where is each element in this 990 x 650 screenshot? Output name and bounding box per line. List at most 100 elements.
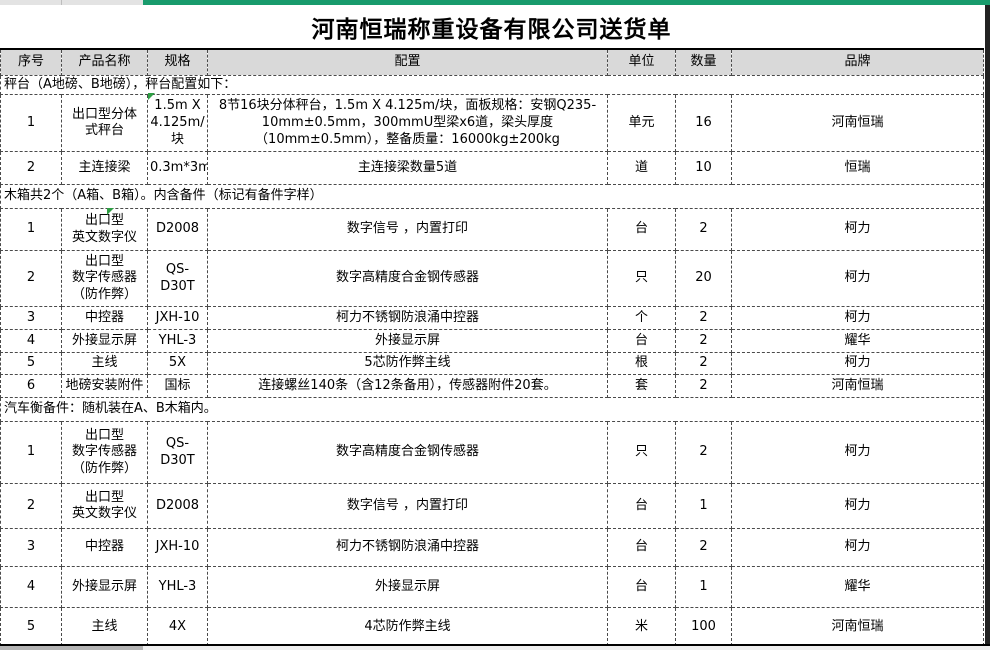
cell-config[interactable]: 数字信号 ，内置打印 bbox=[207, 483, 608, 530]
cell-brand[interactable]: 柯力 bbox=[731, 208, 984, 252]
cell-spec[interactable]: JXH-10 bbox=[147, 306, 208, 331]
cell-unit[interactable]: 台 bbox=[607, 329, 676, 354]
cell-spec[interactable]: 1.5m X 4.125m/ 块 bbox=[147, 94, 208, 153]
col-header-no[interactable]: 序号 bbox=[0, 48, 62, 76]
cell-config[interactable]: 4芯防作弊主线 bbox=[207, 607, 608, 648]
cell-product-name[interactable]: 出口型 数字传感器 （防作弊） bbox=[61, 250, 148, 308]
cell-unit[interactable]: 道 bbox=[607, 151, 676, 186]
cell-product-name[interactable]: 主连接梁 bbox=[61, 151, 148, 186]
cell-unit[interactable]: 台 bbox=[607, 528, 676, 568]
cell-product-name[interactable]: 中控器 bbox=[61, 306, 148, 331]
cell-brand[interactable]: 柯力 bbox=[731, 528, 984, 568]
cell-product-name[interactable]: 出口型分体 式秤台 bbox=[61, 94, 148, 153]
cell-no[interactable]: 3 bbox=[0, 528, 62, 568]
cell-spec[interactable]: QS-D30T bbox=[147, 421, 208, 485]
cell-spec[interactable]: YHL-3 bbox=[147, 329, 208, 354]
cell-product-name[interactable]: 外接显示屏 bbox=[61, 566, 148, 609]
cell-config[interactable]: 柯力不锈钢防浪涌中控器 bbox=[207, 528, 608, 568]
section-header-cell[interactable]: 木箱共2个（A箱、B箱）。内含备件（标记有备件字样） bbox=[0, 184, 984, 210]
cell-unit[interactable]: 只 bbox=[607, 421, 676, 485]
cell-brand[interactable]: 柯力 bbox=[731, 483, 984, 530]
cell-qty[interactable]: 10 bbox=[675, 151, 732, 186]
cell-brand[interactable]: 柯力 bbox=[731, 352, 984, 376]
cell-product-name[interactable]: 中控器 bbox=[61, 528, 148, 568]
cell-config[interactable]: 柯力不锈钢防浪涌中控器 bbox=[207, 306, 608, 331]
cell-no[interactable]: 6 bbox=[0, 374, 62, 399]
cell-no[interactable]: 2 bbox=[0, 250, 62, 308]
section-header-cell[interactable]: 汽车衡备件：随机装在A、B木箱内。 bbox=[0, 397, 984, 423]
cell-unit[interactable]: 台 bbox=[607, 483, 676, 530]
cell-qty[interactable]: 16 bbox=[675, 94, 732, 153]
cell-qty[interactable]: 1 bbox=[675, 566, 732, 609]
cell-spec[interactable]: D2008 bbox=[147, 483, 208, 530]
cell-brand[interactable]: 河南恒瑞 bbox=[731, 607, 984, 648]
col-header-qty[interactable]: 数量 bbox=[675, 48, 732, 76]
cell-unit[interactable]: 台 bbox=[607, 566, 676, 609]
cell-unit[interactable]: 根 bbox=[607, 352, 676, 376]
cell-config[interactable]: 5芯防作弊主线 bbox=[207, 352, 608, 376]
cell-spec[interactable]: QS-D30T bbox=[147, 250, 208, 308]
cell-qty[interactable]: 2 bbox=[675, 374, 732, 399]
cell-qty[interactable]: 1 bbox=[675, 483, 732, 530]
cell-config[interactable]: 外接显示屏 bbox=[207, 566, 608, 609]
cell-qty[interactable]: 2 bbox=[675, 352, 732, 376]
cell-brand[interactable]: 河南恒瑞 bbox=[731, 374, 984, 399]
cell-product-name[interactable]: 出口型 数字传感器 （防作弊） bbox=[61, 421, 148, 485]
cell-no[interactable]: 2 bbox=[0, 151, 62, 186]
cell-brand[interactable]: 柯力 bbox=[731, 250, 984, 308]
cell-unit[interactable]: 米 bbox=[607, 607, 676, 648]
cell-unit[interactable]: 台 bbox=[607, 208, 676, 252]
cell-qty[interactable]: 100 bbox=[675, 607, 732, 648]
cell-product-name[interactable]: 出口型 英文数字仪 bbox=[61, 208, 148, 252]
cell-qty[interactable]: 2 bbox=[675, 329, 732, 354]
cell-brand[interactable]: 耀华 bbox=[731, 566, 984, 609]
cell-qty[interactable]: 2 bbox=[675, 528, 732, 568]
cell-config[interactable]: 主连接梁数量5道 bbox=[207, 151, 608, 186]
cell-unit[interactable]: 单元 bbox=[607, 94, 676, 153]
cell-qty[interactable]: 2 bbox=[675, 306, 732, 331]
cell-no[interactable]: 4 bbox=[0, 566, 62, 609]
cell-no[interactable]: 5 bbox=[0, 352, 62, 376]
cell-spec[interactable]: D2008 bbox=[147, 208, 208, 252]
cell-spec[interactable]: 5X bbox=[147, 352, 208, 376]
section-header-cell[interactable]: 秤台（A地磅、B地磅），秤台配置如下： bbox=[0, 74, 984, 96]
cell-config[interactable]: 8节16块分体秤台，1.5m X 4.125m/块，面板规格：安钢Q235-10… bbox=[207, 94, 608, 153]
cell-qty[interactable]: 2 bbox=[675, 421, 732, 485]
cell-qty[interactable]: 20 bbox=[675, 250, 732, 308]
cell-spec[interactable]: 4X bbox=[147, 607, 208, 648]
col-header-config[interactable]: 配置 bbox=[207, 48, 608, 76]
cell-brand[interactable]: 柯力 bbox=[731, 421, 984, 485]
cell-no[interactable]: 1 bbox=[0, 421, 62, 485]
col-header-unit[interactable]: 单位 bbox=[607, 48, 676, 76]
cell-no[interactable]: 1 bbox=[0, 94, 62, 153]
cell-product-name[interactable]: 主线 bbox=[61, 607, 148, 648]
cell-unit[interactable]: 套 bbox=[607, 374, 676, 399]
cell-brand[interactable]: 耀华 bbox=[731, 329, 984, 354]
cell-brand[interactable]: 恒瑞 bbox=[731, 151, 984, 186]
cell-product-name[interactable]: 地磅安装附件 bbox=[61, 374, 148, 399]
cell-no[interactable]: 1 bbox=[0, 208, 62, 252]
cell-brand[interactable]: 柯力 bbox=[731, 306, 984, 331]
cell-product-name[interactable]: 出口型 英文数字仪 bbox=[61, 483, 148, 530]
cell-config[interactable]: 数字信号 ，内置打印 bbox=[207, 208, 608, 252]
cell-config[interactable]: 数字高精度合金钢传感器 bbox=[207, 250, 608, 308]
cell-no[interactable]: 4 bbox=[0, 329, 62, 354]
col-header-product-name[interactable]: 产品名称 bbox=[61, 48, 148, 76]
cell-config[interactable]: 连接螺丝140条（含12条备用），传感器附件20套。 bbox=[207, 374, 608, 399]
cell-no[interactable]: 3 bbox=[0, 306, 62, 331]
cell-unit[interactable]: 个 bbox=[607, 306, 676, 331]
cell-unit[interactable]: 只 bbox=[607, 250, 676, 308]
cell-no[interactable]: 2 bbox=[0, 483, 62, 530]
cell-spec[interactable]: 国标 bbox=[147, 374, 208, 399]
cell-product-name[interactable]: 外接显示屏 bbox=[61, 329, 148, 354]
cell-spec[interactable]: 0.3m*3m bbox=[147, 151, 208, 186]
cell-qty[interactable]: 2 bbox=[675, 208, 732, 252]
cell-product-name[interactable]: 主线 bbox=[61, 352, 148, 376]
col-header-brand[interactable]: 品牌 bbox=[731, 48, 984, 76]
cell-config[interactable]: 数字高精度合金钢传感器 bbox=[207, 421, 608, 485]
cell-spec[interactable]: JXH-10 bbox=[147, 528, 208, 568]
cell-brand[interactable]: 河南恒瑞 bbox=[731, 94, 984, 153]
cell-spec[interactable]: YHL-3 bbox=[147, 566, 208, 609]
cell-no[interactable]: 5 bbox=[0, 607, 62, 648]
cell-config[interactable]: 外接显示屏 bbox=[207, 329, 608, 354]
